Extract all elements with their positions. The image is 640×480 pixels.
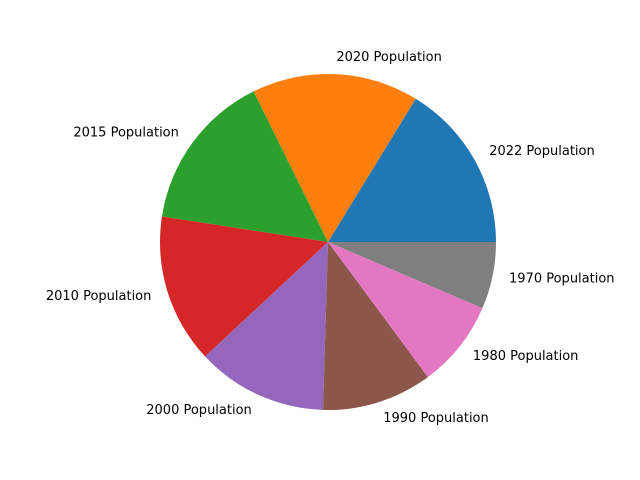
pie-slice-label-6: 1990 Population: [383, 411, 489, 426]
pie-slice-label-7: 1980 Population: [473, 349, 579, 364]
pie-slices: [160, 74, 496, 411]
pie-slice-1: [328, 98, 496, 242]
pie-slice-5: [205, 242, 328, 410]
pie-slice-8: [328, 242, 496, 309]
pie-slice-label-3: 2015 Population: [73, 125, 179, 140]
pie-slice-3: [161, 91, 328, 242]
pie-slice-7: [328, 242, 483, 378]
pie-slice-label-4: 2010 Population: [46, 289, 152, 304]
pie-slice-6: [323, 242, 428, 411]
pie-labels: 2022 Population 2020 Population 2015 Popul…: [46, 50, 615, 426]
pie-slice-label-1: 2022 Population: [489, 144, 595, 159]
pie-slice-2: [253, 74, 416, 242]
pie-slice-label-8: 1970 Population: [509, 272, 615, 287]
pie-slice-4: [160, 216, 328, 357]
pie-slice-label-2: 2020 Population: [336, 50, 442, 65]
pie-slice-label-5: 2000 Population: [146, 403, 252, 418]
